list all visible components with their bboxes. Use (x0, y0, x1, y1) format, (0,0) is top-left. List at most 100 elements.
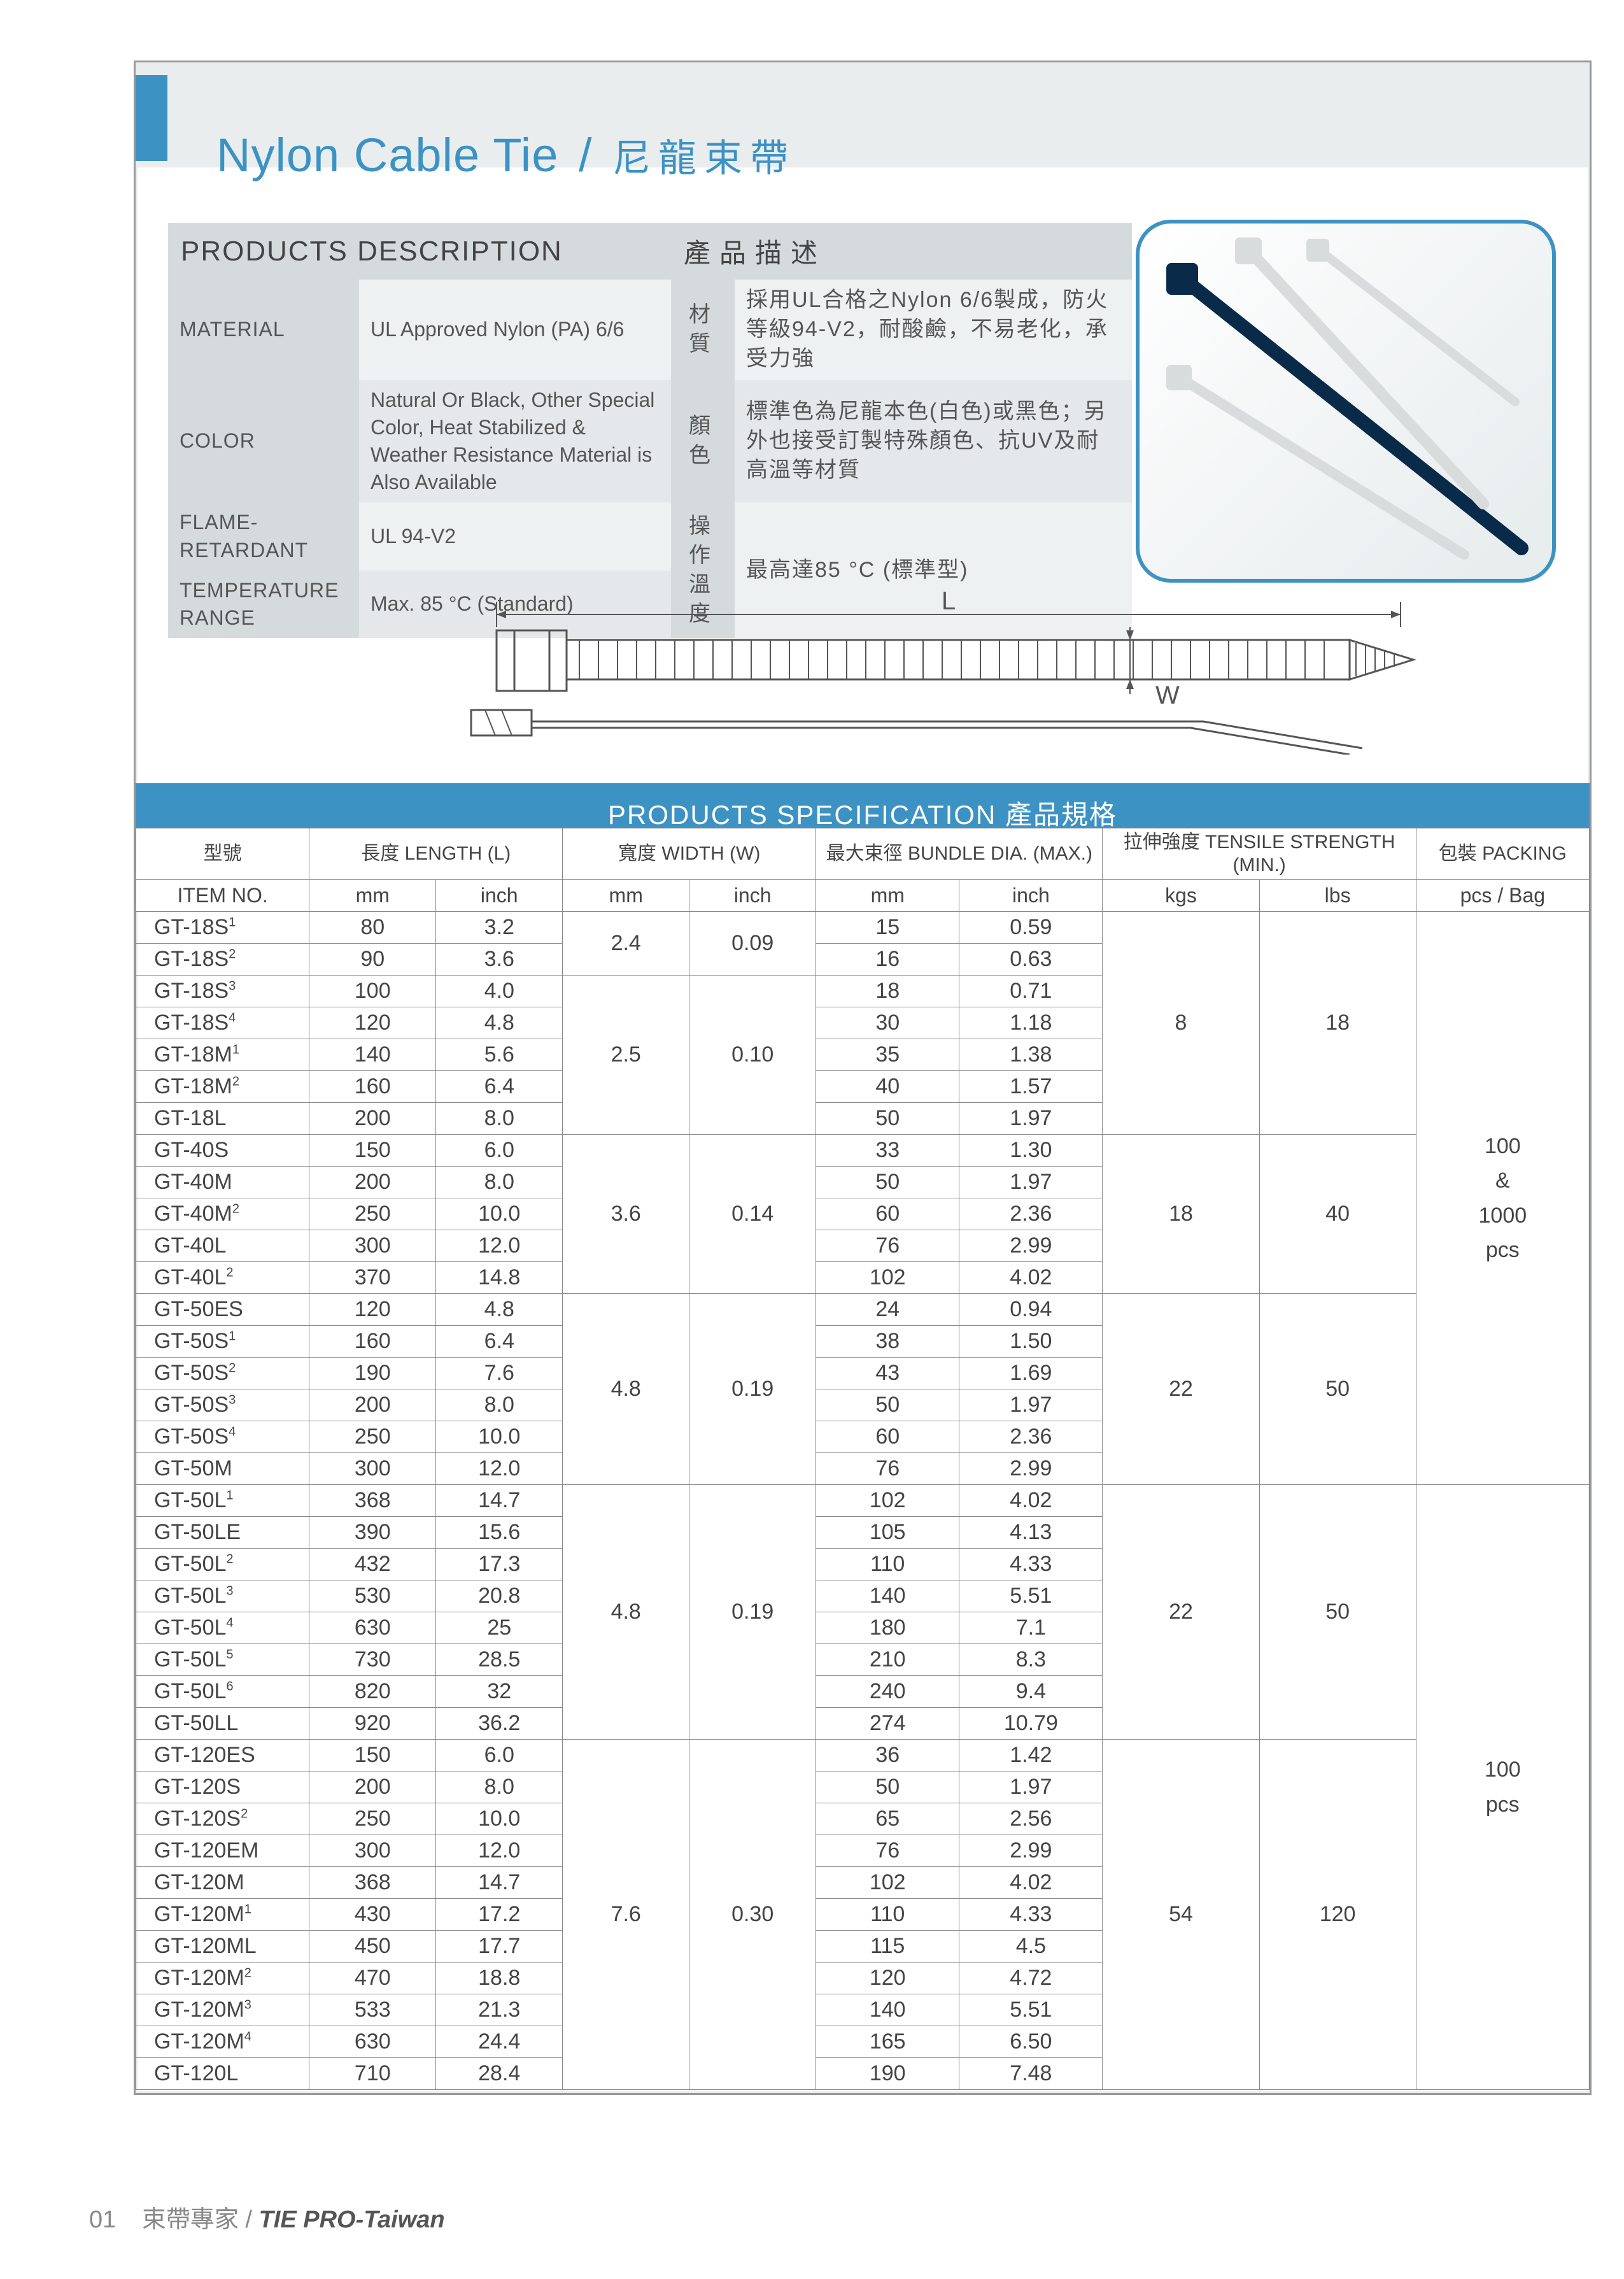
cell-item: GT-120ES (136, 1740, 309, 1771)
cell-lin: 28.5 (436, 1644, 563, 1676)
cell-bin: 2.56 (959, 1803, 1103, 1835)
desc-label-zh: 顏 色 (671, 380, 735, 503)
page-footer: 01 束帶專家 / TIE PRO-Taiwan (89, 2199, 445, 2234)
cell-bin: 8.3 (959, 1644, 1103, 1676)
th-inch: inch (436, 880, 563, 912)
cell-width-inch: 0.10 (689, 976, 816, 1135)
cell-bin: 0.71 (959, 976, 1103, 1007)
cell-bmm: 76 (816, 1835, 959, 1867)
cell-lin: 8.0 (436, 1389, 563, 1421)
cell-lin: 14.7 (436, 1867, 563, 1899)
cell-lmm: 630 (309, 2026, 436, 2058)
cell-bin: 4.02 (959, 1485, 1103, 1517)
cell-lmm: 710 (309, 2058, 436, 2090)
th-length: 長度 LENGTH (L) (309, 828, 563, 880)
cell-bin: 0.59 (959, 912, 1103, 944)
desc-label: COLOR (168, 380, 359, 503)
cell-bin: 1.97 (959, 1103, 1103, 1135)
cell-lmm: 730 (309, 1644, 436, 1676)
cell-lmm: 368 (309, 1485, 436, 1517)
cell-item: GT-120L (136, 2058, 309, 2090)
cell-lmm: 450 (309, 1931, 436, 1963)
cell-item: GT-120ML (136, 1931, 309, 1963)
cell-lmm: 140 (309, 1039, 436, 1071)
cell-lin: 25 (436, 1612, 563, 1644)
cell-bin: 1.97 (959, 1771, 1103, 1803)
cell-bin: 4.13 (959, 1517, 1103, 1549)
cell-lmm: 300 (309, 1835, 436, 1867)
cell-item: GT-18S4 (136, 1007, 309, 1039)
cell-width-inch: 0.19 (689, 1485, 816, 1740)
cell-item: GT-40L2 (136, 1262, 309, 1294)
cell-lmm: 200 (309, 1771, 436, 1803)
cell-bmm: 115 (816, 1931, 959, 1963)
cell-lmm: 300 (309, 1453, 436, 1485)
cell-lmm: 100 (309, 976, 436, 1007)
cell-bin: 2.99 (959, 1453, 1103, 1485)
th-lbs: lbs (1259, 880, 1416, 912)
cell-packing: 100 & 1000 pcs (1416, 912, 1589, 1485)
cell-bmm: 180 (816, 1612, 959, 1644)
spec-table: 型號 長度 LENGTH (L) 寬度 WIDTH (W) 最大束徑 BUNDL… (136, 828, 1590, 2090)
table-row: GT-120ES1506.07.60.30361.4254120 (136, 1740, 1590, 1771)
desc-header-zh: 產品描述 (671, 223, 1132, 280)
cell-bmm: 60 (816, 1421, 959, 1453)
th-pack: 包裝 PACKING (1416, 828, 1589, 880)
desc-value: Natural Or Black, Other Special Color, H… (359, 380, 671, 503)
cell-bmm: 24 (816, 1294, 959, 1326)
cell-bmm: 140 (816, 1994, 959, 2026)
cell-item: GT-18S2 (136, 944, 309, 976)
cell-bin: 2.36 (959, 1421, 1103, 1453)
cell-lmm: 390 (309, 1517, 436, 1549)
cell-lmm: 300 (309, 1230, 436, 1262)
cell-lin: 5.6 (436, 1039, 563, 1071)
cell-lin: 6.0 (436, 1135, 563, 1167)
cell-bin: 1.97 (959, 1389, 1103, 1421)
cell-bin: 4.5 (959, 1931, 1103, 1963)
th-mm: mm (816, 880, 959, 912)
th-inch: inch (959, 880, 1103, 912)
cell-bin: 2.99 (959, 1230, 1103, 1262)
desc-value-zh: 標準色為尼龍本色(白色)或黑色；另外也接受訂製特殊顏色、抗UV及耐高溫等材質 (735, 380, 1132, 503)
title-zh: 尼龍束帶 (612, 137, 796, 180)
cell-lmm: 120 (309, 1294, 436, 1326)
cell-item: GT-50S1 (136, 1326, 309, 1358)
cell-bmm: 50 (816, 1167, 959, 1198)
cell-lmm: 430 (309, 1899, 436, 1931)
cell-lmm: 160 (309, 1071, 436, 1103)
cell-bmm: 18 (816, 976, 959, 1007)
cell-lmm: 530 (309, 1580, 436, 1612)
cell-lmm: 370 (309, 1262, 436, 1294)
cell-width-mm: 3.6 (563, 1135, 689, 1294)
description-table: PRODUCTS DESCRIPTION 產品描述 MATERIAL UL Ap… (168, 223, 1132, 638)
cell-bin: 0.94 (959, 1294, 1103, 1326)
cell-lin: 12.0 (436, 1835, 563, 1867)
cell-item: GT-120M4 (136, 2026, 309, 2058)
cell-lmm: 533 (309, 1994, 436, 2026)
cell-lin: 32 (436, 1676, 563, 1708)
cell-bin: 1.57 (959, 1071, 1103, 1103)
cell-lin: 24.4 (436, 2026, 563, 2058)
cell-lin: 28.4 (436, 2058, 563, 2090)
cell-lmm: 250 (309, 1198, 436, 1230)
cell-lmm: 250 (309, 1421, 436, 1453)
desc-label: MATERIAL (168, 280, 359, 380)
cell-bin: 1.38 (959, 1039, 1103, 1071)
cell-bin: 4.33 (959, 1549, 1103, 1580)
cell-bin: 1.50 (959, 1326, 1103, 1358)
cell-lin: 8.0 (436, 1103, 563, 1135)
cell-lin: 21.3 (436, 1994, 563, 2026)
cell-lin: 8.0 (436, 1167, 563, 1198)
cell-lin: 3.6 (436, 944, 563, 976)
cell-bmm: 43 (816, 1358, 959, 1389)
cell-lin: 4.8 (436, 1007, 563, 1039)
cell-lmm: 630 (309, 1612, 436, 1644)
cell-tensile-lbs: 50 (1259, 1485, 1416, 1740)
cell-bin: 1.69 (959, 1358, 1103, 1389)
table-row: GT-50L136814.74.80.191024.022250100 pcs (136, 1485, 1590, 1517)
cell-lmm: 432 (309, 1549, 436, 1580)
cell-item: GT-120S (136, 1771, 309, 1803)
desc-label: FLAME-RETARDANT (168, 502, 359, 570)
cell-tensile-kgs: 22 (1103, 1294, 1259, 1485)
cell-lmm: 150 (309, 1135, 436, 1167)
